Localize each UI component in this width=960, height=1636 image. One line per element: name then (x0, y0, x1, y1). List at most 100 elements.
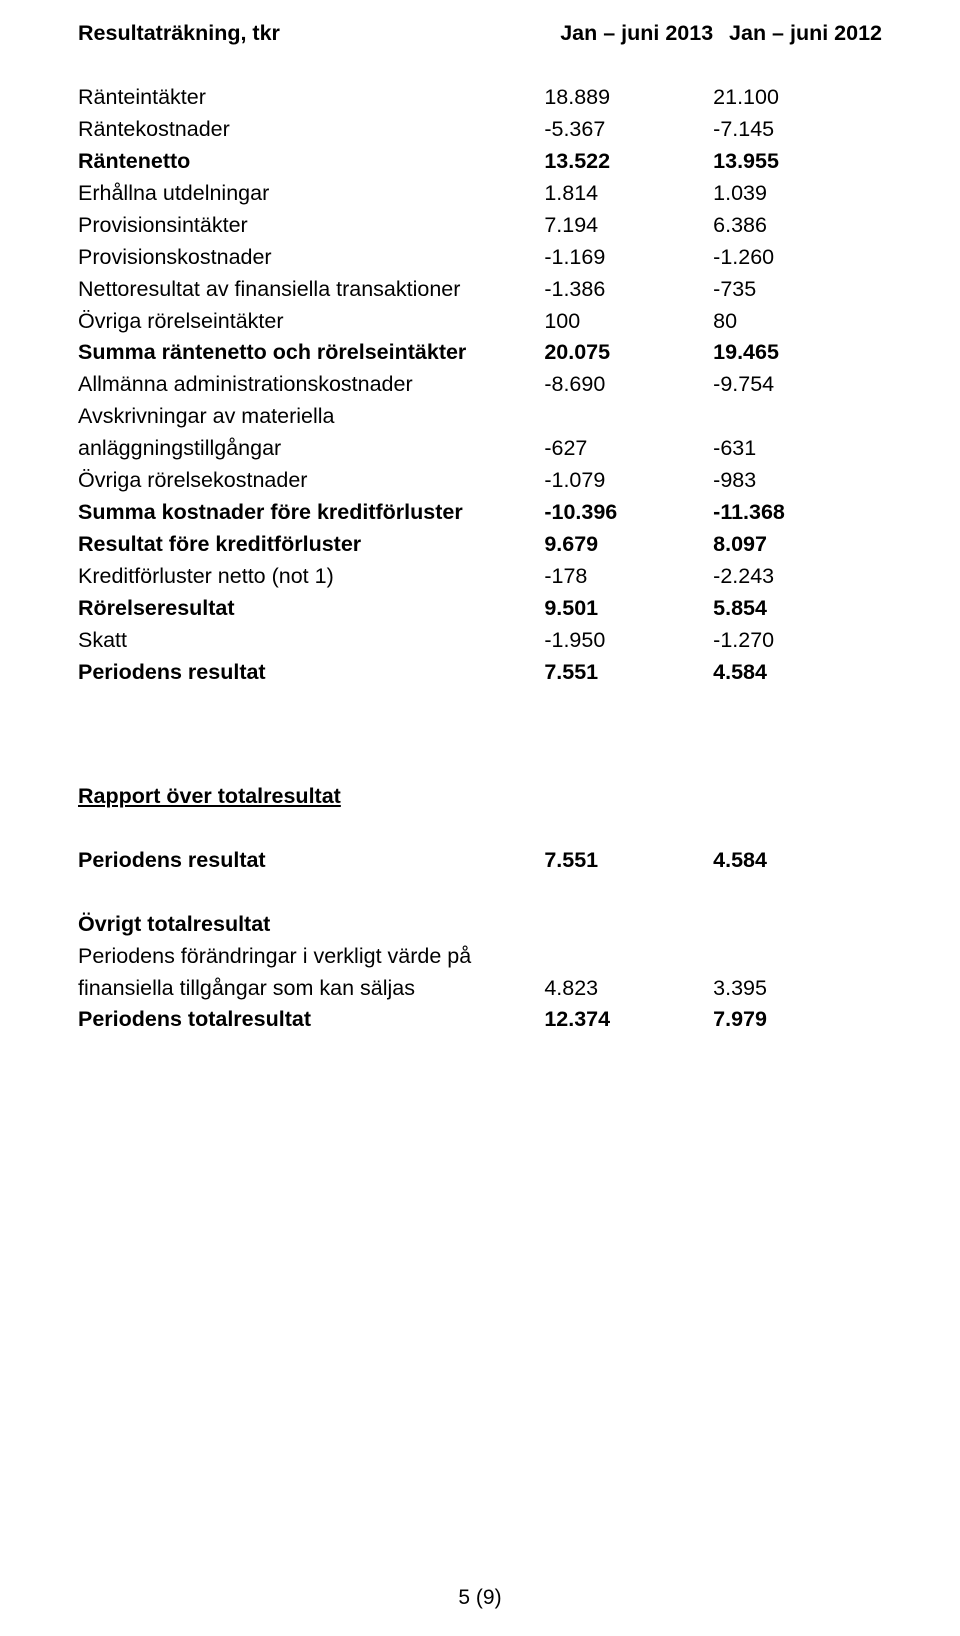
row-value: -2.243 (713, 561, 882, 593)
row-value: 100 (544, 306, 713, 338)
income-statement-table: Resultaträkning, tkr Jan – juni 2013 Jan… (78, 18, 882, 1036)
row-value: -178 (544, 561, 713, 593)
table-row: Summa räntenetto och rörelseintäkter 20.… (78, 337, 882, 369)
row-label: Räntekostnader (78, 114, 544, 146)
table-row: Räntenetto 13.522 13.955 (78, 146, 882, 178)
row-label: Summa kostnader före kreditförluster (78, 497, 544, 529)
row-value: -1.386 (544, 274, 713, 306)
table-title: Resultaträkning, tkr (78, 18, 544, 50)
row-value: -1.169 (544, 242, 713, 274)
spacer-row (78, 50, 882, 82)
row-value: 7.194 (544, 210, 713, 242)
spacer-row (78, 689, 882, 781)
row-label: Övriga rörelsekostnader (78, 465, 544, 497)
table-row: Kreditförluster netto (not 1) -178 -2.24… (78, 561, 882, 593)
row-value: 7.551 (544, 845, 713, 877)
row-label: anläggningstillgångar (78, 433, 544, 465)
row-value: 3.395 (713, 973, 882, 1005)
col2-header: Jan – juni 2012 (713, 18, 882, 50)
row-value: -735 (713, 274, 882, 306)
table-header-row: Resultaträkning, tkr Jan – juni 2013 Jan… (78, 18, 882, 50)
table-row: Erhållna utdelningar 1.814 1.039 (78, 178, 882, 210)
table-row: Periodens resultat 7.551 4.584 (78, 657, 882, 689)
section-title: Rapport över totalresultat (78, 781, 544, 813)
page-number: 5 (9) (0, 1586, 960, 1610)
spacer-row (78, 877, 882, 909)
row-value: 4.823 (544, 973, 713, 1005)
row-value: -631 (713, 433, 882, 465)
table-row: Allmänna administrationskostnader -8.690… (78, 369, 882, 401)
row-value: 1.814 (544, 178, 713, 210)
row-value: -1.260 (713, 242, 882, 274)
row-label: Rörelseresultat (78, 593, 544, 625)
row-value: 19.465 (713, 337, 882, 369)
row-label: Erhållna utdelningar (78, 178, 544, 210)
row-value: 13.522 (544, 146, 713, 178)
row-value: 5.854 (713, 593, 882, 625)
row-value: -7.145 (713, 114, 882, 146)
row-value: 9.679 (544, 529, 713, 561)
table-row-wrapped-bottom: finansiella tillgångar som kan säljas 4.… (78, 973, 882, 1005)
row-value: 20.075 (544, 337, 713, 369)
table-row: Övrigt totalresultat (78, 909, 882, 941)
row-value: 4.584 (713, 845, 882, 877)
table-row: Räntekostnader -5.367 -7.145 (78, 114, 882, 146)
row-value: 18.889 (544, 82, 713, 114)
table-row: Periodens resultat 7.551 4.584 (78, 845, 882, 877)
row-value: 80 (713, 306, 882, 338)
table-row: Periodens totalresultat 12.374 7.979 (78, 1004, 882, 1036)
row-label: finansiella tillgångar som kan säljas (78, 973, 544, 1005)
table-row: Rörelseresultat 9.501 5.854 (78, 593, 882, 625)
row-label: Ränteintäkter (78, 82, 544, 114)
row-label: Periodens resultat (78, 845, 544, 877)
table-row: Nettoresultat av finansiella transaktion… (78, 274, 882, 306)
section-title-row: Rapport över totalresultat (78, 781, 882, 813)
row-value: -983 (713, 465, 882, 497)
row-value: -5.367 (544, 114, 713, 146)
row-value: -627 (544, 433, 713, 465)
row-value: -9.754 (713, 369, 882, 401)
table-row: Ränteintäkter 18.889 21.100 (78, 82, 882, 114)
row-value: 12.374 (544, 1004, 713, 1036)
row-value: 1.039 (713, 178, 882, 210)
row-label: Övrigt totalresultat (78, 909, 544, 941)
row-label: Provisionsintäkter (78, 210, 544, 242)
row-label: Övriga rörelseintäkter (78, 306, 544, 338)
row-value: 4.584 (713, 657, 882, 689)
row-value (713, 401, 882, 433)
table-row: Summa kostnader före kreditförluster -10… (78, 497, 882, 529)
row-value: 9.501 (544, 593, 713, 625)
row-value: 21.100 (713, 82, 882, 114)
row-value: 7.551 (544, 657, 713, 689)
table-row-wrapped-top: Avskrivningar av materiella (78, 401, 882, 433)
row-value: -10.396 (544, 497, 713, 529)
row-label: Skatt (78, 625, 544, 657)
row-value: -1.950 (544, 625, 713, 657)
document-page: Resultaträkning, tkr Jan – juni 2013 Jan… (0, 0, 960, 1636)
table-row-wrapped-top: Periodens förändringar i verkligt värde … (78, 941, 882, 973)
row-label: Räntenetto (78, 146, 544, 178)
row-label: Summa räntenetto och rörelseintäkter (78, 337, 544, 369)
row-value: 7.979 (713, 1004, 882, 1036)
col1-header: Jan – juni 2013 (544, 18, 713, 50)
row-value: 8.097 (713, 529, 882, 561)
row-label: Nettoresultat av finansiella transaktion… (78, 274, 544, 306)
row-label: Periodens resultat (78, 657, 544, 689)
row-value: -11.368 (713, 497, 882, 529)
row-label: Kreditförluster netto (not 1) (78, 561, 544, 593)
table-row: Provisionsintäkter 7.194 6.386 (78, 210, 882, 242)
table-row-wrapped-bottom: anläggningstillgångar -627 -631 (78, 433, 882, 465)
row-label: Avskrivningar av materiella (78, 401, 544, 433)
row-value: 6.386 (713, 210, 882, 242)
row-label: Allmänna administrationskostnader (78, 369, 544, 401)
row-label: Provisionskostnader (78, 242, 544, 274)
table-row: Provisionskostnader -1.169 -1.260 (78, 242, 882, 274)
table-row: Resultat före kreditförluster 9.679 8.09… (78, 529, 882, 561)
row-label: Periodens förändringar i verkligt värde … (78, 941, 544, 973)
row-value: -1.079 (544, 465, 713, 497)
row-value (544, 401, 713, 433)
row-label: Resultat före kreditförluster (78, 529, 544, 561)
row-value: 13.955 (713, 146, 882, 178)
row-value: -8.690 (544, 369, 713, 401)
table-row: Övriga rörelseintäkter 100 80 (78, 306, 882, 338)
